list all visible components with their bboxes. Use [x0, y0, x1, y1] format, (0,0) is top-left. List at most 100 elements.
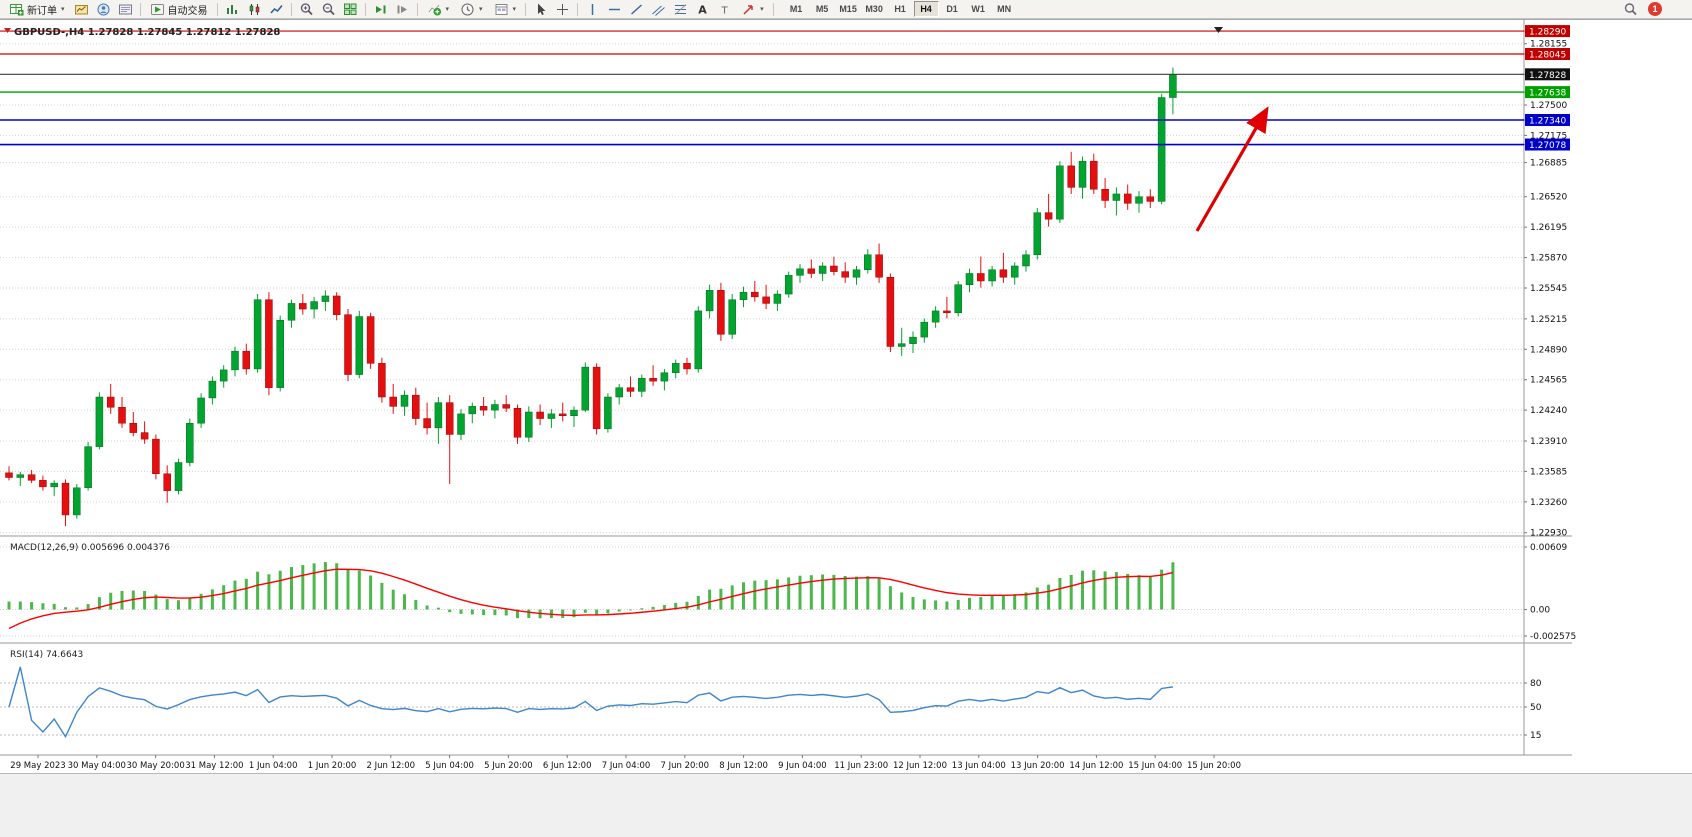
candle — [660, 372, 669, 382]
timeframe-m15-button[interactable]: M15 — [836, 1, 861, 17]
candle — [310, 301, 318, 310]
horizontal-line-icon[interactable] — [604, 1, 625, 18]
fibonacci-icon[interactable] — [670, 1, 691, 18]
time-axis-label: 30 May 20:00 — [126, 761, 184, 771]
macd-signal-line — [8, 568, 1174, 630]
chart-shift-icon[interactable] — [392, 1, 413, 18]
time-axis-label: 13 Jun 04:00 — [952, 761, 1006, 771]
toolbar-separator — [577, 2, 579, 16]
candle — [807, 268, 816, 274]
candle — [909, 336, 917, 344]
candle — [875, 254, 883, 278]
vertical-line-icon[interactable] — [582, 1, 603, 18]
arrows-button[interactable]: ▾ — [736, 1, 769, 18]
rsi-axis-label: 80 — [1530, 679, 1542, 689]
chart-shift-marker[interactable] — [1214, 27, 1223, 33]
new-order-label: 新订单 — [27, 5, 57, 17]
price-axis-label: 1.23910 — [1530, 437, 1567, 447]
rsi-axis-label: 50 — [1530, 703, 1542, 713]
candle — [830, 265, 838, 272]
chevron-down-icon: ▾ — [760, 6, 764, 13]
time-axis-label: 13 Jun 20:00 — [1011, 761, 1065, 771]
candle — [39, 480, 47, 488]
rsi-line — [8, 666, 1173, 739]
candle — [525, 411, 533, 438]
candle — [694, 310, 703, 370]
candle — [954, 284, 962, 314]
candle — [513, 408, 522, 438]
price-tag-label: 1.27828 — [1529, 71, 1566, 81]
candle — [683, 363, 691, 370]
price-axis-label: 1.23260 — [1530, 498, 1567, 508]
price-tag-label: 1.28045 — [1529, 51, 1566, 61]
candle — [163, 473, 171, 491]
channel-icon[interactable] — [648, 1, 669, 18]
price-axis[interactable] — [1524, 25, 1570, 534]
candle — [536, 411, 544, 419]
crosshair-icon[interactable] — [552, 1, 573, 18]
new-order-button[interactable]: 新订单 ▾ — [4, 1, 70, 18]
candle — [219, 369, 228, 382]
time-axis-label: 14 Jun 12:00 — [1069, 761, 1123, 771]
candle — [739, 291, 748, 300]
timeframe-m30-button[interactable]: M30 — [862, 1, 887, 17]
price-tag — [1525, 68, 1570, 81]
tile-windows-icon[interactable] — [340, 1, 361, 18]
trendline-icon[interactable] — [626, 1, 647, 18]
navigator-icon[interactable] — [93, 1, 114, 18]
candlestick-chart-icon[interactable] — [244, 1, 265, 18]
bar-chart-icon[interactable] — [222, 1, 243, 18]
candle — [355, 316, 364, 375]
macd-axis-label: 0.00 — [1530, 606, 1550, 616]
candle — [1123, 193, 1132, 204]
toolbar-separator — [525, 2, 527, 16]
candle — [1169, 74, 1177, 98]
candle — [717, 290, 725, 335]
charts-window-icon[interactable] — [71, 1, 92, 18]
autotrading-icon — [150, 3, 164, 15]
templates-button[interactable]: ▾ — [489, 1, 522, 18]
timeframe-m1-button[interactable]: M1 — [784, 1, 809, 17]
timeframe-d1-button[interactable]: D1 — [940, 1, 965, 17]
candle — [931, 310, 940, 323]
toolbar-separator — [139, 2, 141, 16]
candle — [253, 299, 262, 370]
text-icon[interactable]: A — [692, 1, 713, 18]
price-tag-label: 1.27638 — [1529, 89, 1566, 99]
timeframe-w1-button[interactable]: W1 — [966, 1, 991, 17]
price-axis-label: 1.26195 — [1530, 223, 1567, 233]
macd-axis-label: 0.00609 — [1530, 543, 1567, 553]
timeframe-m5-button[interactable]: M5 — [810, 1, 835, 17]
candle — [796, 268, 804, 276]
candle — [366, 316, 375, 364]
price-axis-label: 1.24240 — [1530, 406, 1567, 416]
candle — [1146, 196, 1155, 202]
candle — [1090, 160, 1098, 190]
candle — [197, 397, 205, 424]
chart-canvas[interactable]: 1.28155 1.27500 1.27175 1.26885 1.26520 1.261… — [0, 19, 1692, 773]
candle — [457, 413, 465, 435]
candle — [445, 402, 454, 435]
notification-badge[interactable]: 1 — [1648, 2, 1662, 16]
timeframe-mn-button[interactable]: MN — [992, 1, 1017, 17]
candle — [773, 293, 782, 304]
timeframe-h1-button[interactable]: H1 — [888, 1, 913, 17]
zoom-out-icon[interactable] — [318, 1, 339, 18]
arrow-object[interactable] — [1195, 106, 1269, 232]
indicators-button[interactable]: ▾ — [422, 1, 455, 18]
cursor-icon[interactable] — [530, 1, 551, 18]
rsi-label: RSI(14) 74.6643 — [10, 650, 83, 660]
time-axis[interactable] — [37, 755, 1215, 758]
line-chart-icon[interactable] — [266, 1, 287, 18]
timeframe-h4-button[interactable]: H4 — [913, 1, 939, 17]
terminal-icon[interactable] — [115, 1, 136, 18]
candle — [479, 406, 488, 411]
time-axis-label: 1 Jun 04:00 — [249, 761, 298, 771]
search-icon[interactable] — [1620, 1, 1641, 18]
auto-scroll-icon[interactable] — [370, 1, 391, 18]
periods-button[interactable]: ▾ — [455, 1, 488, 18]
candle — [332, 295, 341, 315]
zoom-in-icon[interactable] — [296, 1, 317, 18]
autotrading-button[interactable]: 自动交易 — [145, 1, 213, 18]
label-icon[interactable]: T — [714, 1, 735, 18]
